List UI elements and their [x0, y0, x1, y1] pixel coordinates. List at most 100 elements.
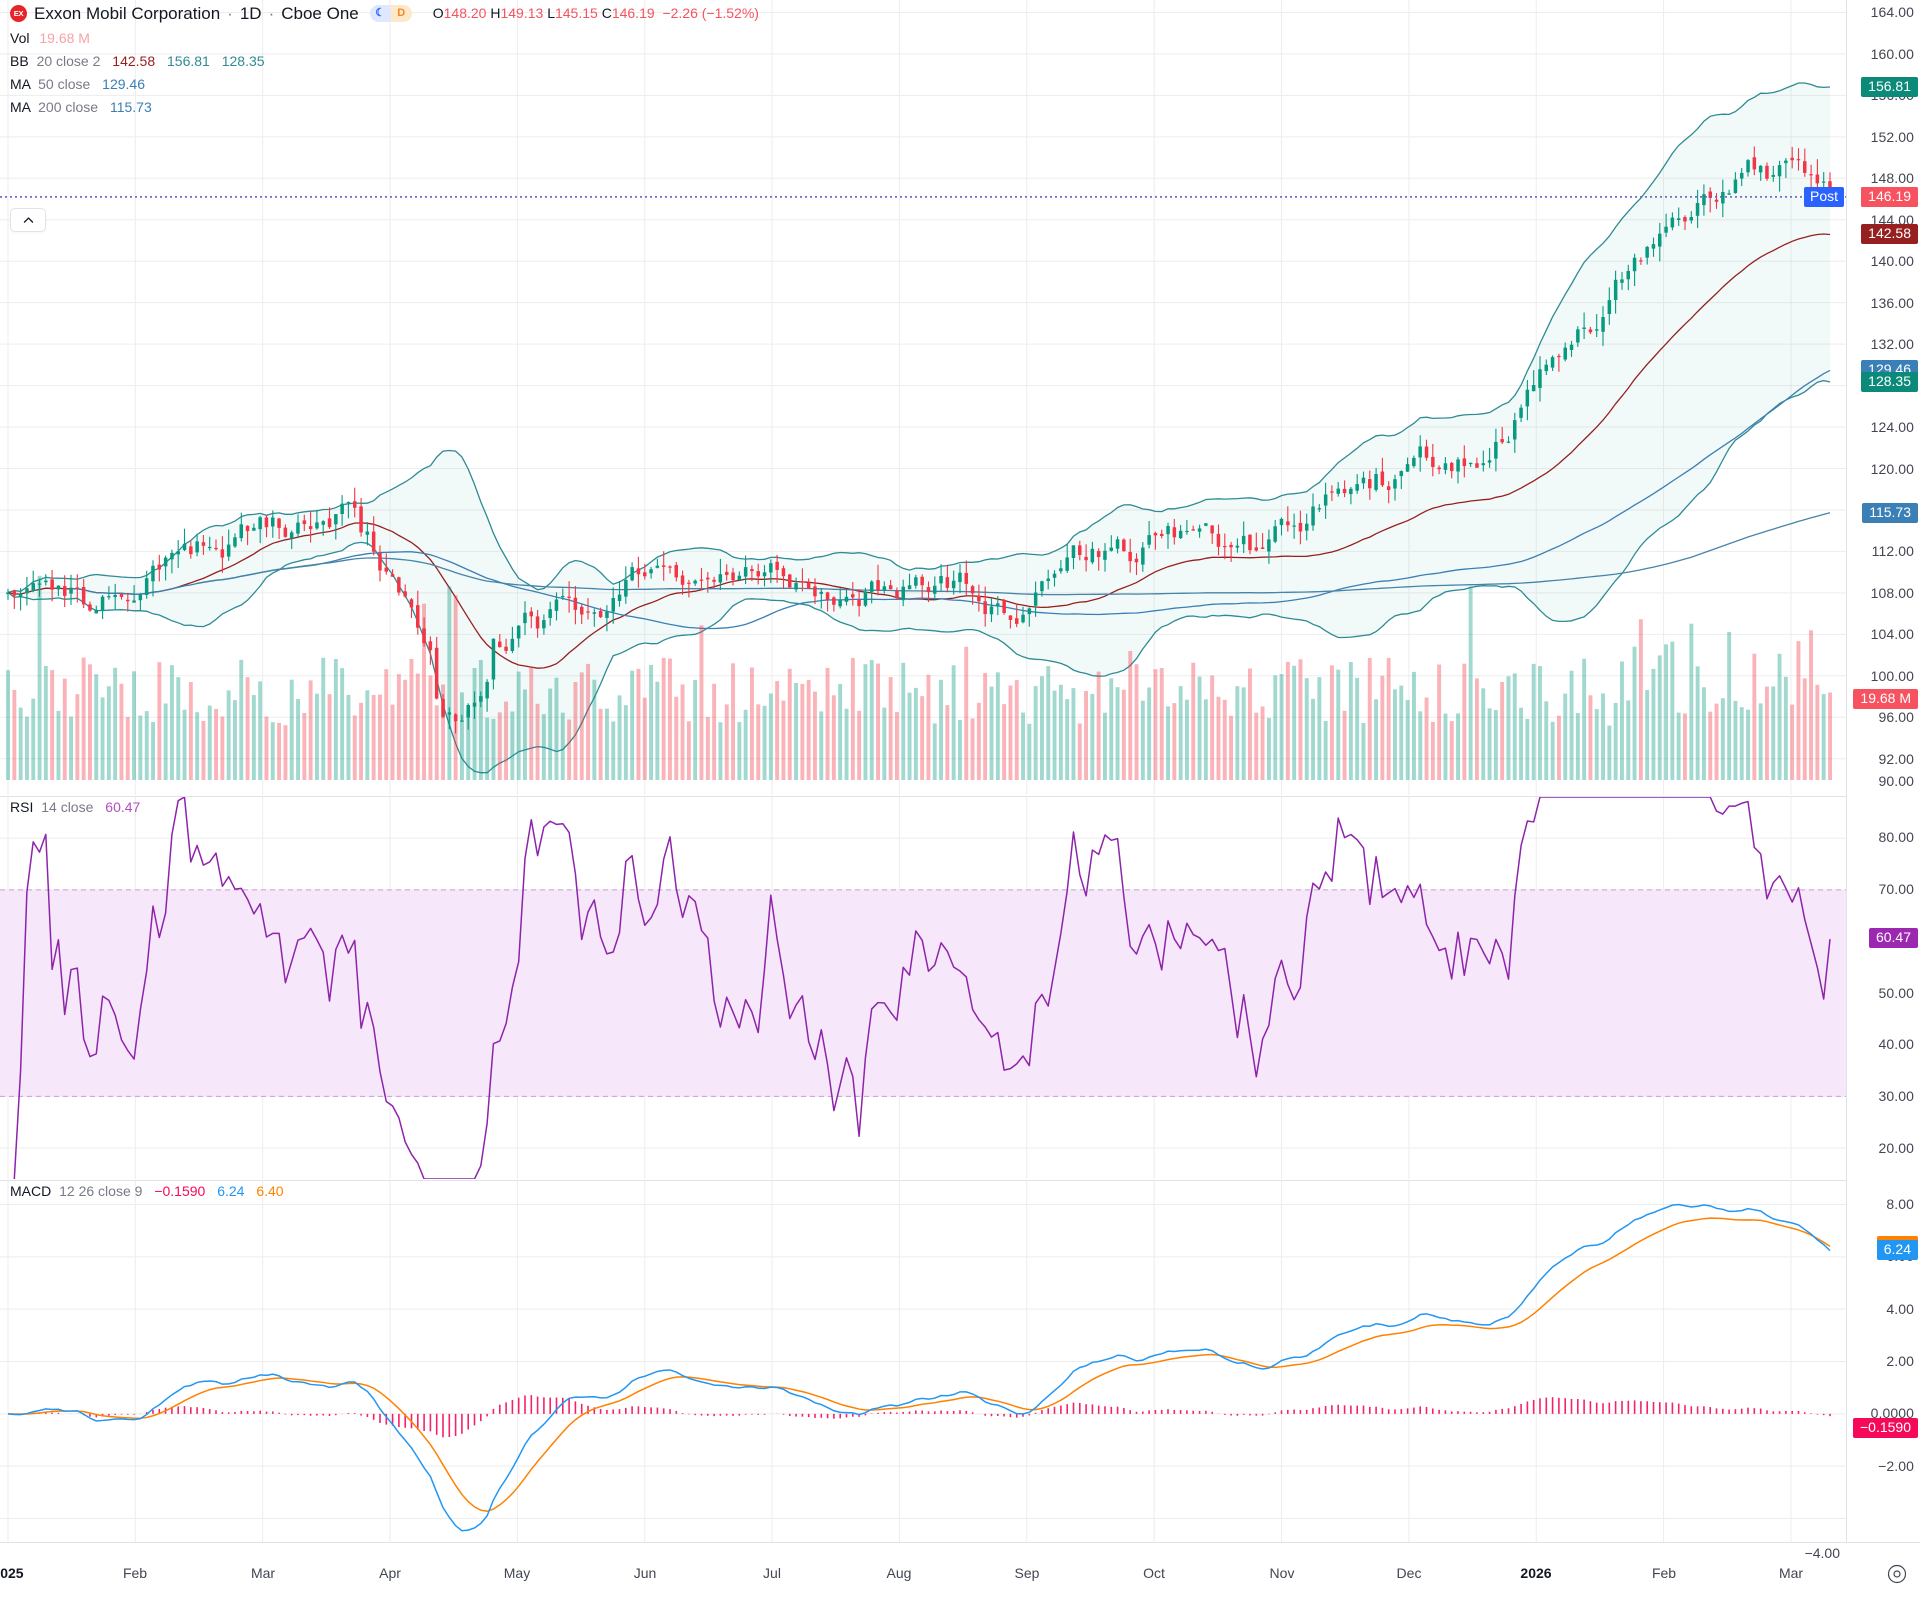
time-axis-tick: Sep	[1014, 1565, 1040, 1581]
price-axis-badge-last[interactable]: 146.19	[1861, 187, 1918, 208]
rsi-legend[interactable]: RSI 14 close 60.47	[10, 798, 140, 817]
price-pane[interactable]	[0, 0, 1846, 795]
price-axis-tick: 136.00	[1870, 294, 1914, 311]
open-label: O	[432, 5, 444, 21]
rsi-label: RSI	[10, 799, 34, 815]
session-pill[interactable]: ☾ D	[369, 5, 412, 22]
macd-axis-tick: 8.00	[1886, 1195, 1914, 1212]
rsi-params: 14 close	[41, 799, 94, 815]
time-axis-tick: May	[503, 1565, 531, 1581]
high-label: H	[490, 5, 501, 21]
price-axis-badge-ma200[interactable]: 115.73	[1862, 502, 1918, 523]
rsi-axis-tick: 40.00	[1878, 1036, 1914, 1053]
price-axis-tick: 144.00	[1870, 211, 1914, 228]
macd-axis-badge-hist[interactable]: −0.1590	[1853, 1417, 1918, 1438]
close-label: C	[601, 5, 612, 21]
bb-params: 20 close 2	[36, 53, 101, 69]
time-axis-tick: Mar	[1778, 1565, 1804, 1581]
volume-legend-row[interactable]: Vol 19.68 M	[10, 29, 759, 48]
price-axis-tick: 90.00	[1878, 773, 1914, 789]
change-value: −2.26 (−1.52%)	[662, 5, 759, 21]
time-axis-tick: Feb	[1651, 1565, 1677, 1581]
macd-axis-tick: 4.00	[1886, 1300, 1914, 1317]
symbol-sep2: ·	[268, 4, 275, 23]
rsi-axis-badge[interactable]: 60.47	[1868, 928, 1918, 949]
chart-settings-button[interactable]	[1886, 1563, 1908, 1585]
symbol-name[interactable]: Exxon Mobil Corporation	[34, 4, 221, 23]
price-axis-badge-bb-upper[interactable]: 156.81	[1861, 76, 1918, 97]
symbol-interval[interactable]: 1D	[239, 4, 262, 23]
symbol-sep1: ·	[227, 4, 233, 23]
macd-hist-value: −0.1590	[154, 1183, 206, 1199]
time-axis-tick: Oct	[1143, 1565, 1165, 1581]
price-axis[interactable]: 164.00160.00156.00152.00148.00144.00140.…	[1846, 0, 1920, 1600]
gear-icon	[1887, 1564, 1907, 1584]
volume-value: 19.68 M	[39, 30, 90, 46]
price-axis-tick: 140.00	[1870, 253, 1914, 270]
bb-legend-row[interactable]: BB 20 close 2 142.58 156.81 128.35	[10, 52, 759, 71]
macd-axis-tick: −2.00	[1878, 1457, 1914, 1474]
price-axis-tick: 104.00	[1870, 626, 1914, 643]
post-session-tag: Post	[1803, 186, 1844, 207]
close-value: 146.19	[611, 5, 655, 21]
price-axis-tick: 92.00	[1878, 750, 1914, 767]
macd-axis-badge-macd[interactable]: 6.24	[1876, 1239, 1918, 1260]
price-axis-tick: 108.00	[1870, 584, 1914, 601]
macd-axis-tick-last: −4.00	[1804, 1545, 1840, 1561]
ohlc-values: O148.20 H149.13 L145.15 C146.19 −2.26 (−…	[433, 4, 759, 23]
macd-legend[interactable]: MACD 12 26 close 9 −0.1590 6.24 6.40	[10, 1182, 284, 1201]
time-axis-tick: Dec	[1396, 1565, 1422, 1581]
ma200-params: 200 close	[38, 99, 99, 115]
price-axis-tick: 112.00	[1871, 543, 1914, 560]
price-axis-tick: 100.00	[1870, 667, 1914, 684]
time-axis-tick: Jun	[633, 1565, 657, 1581]
rsi-pane[interactable]	[0, 796, 1846, 1179]
price-axis-badge-bb-basis[interactable]: 142.58	[1861, 224, 1918, 245]
time-axis-tick: Apr	[379, 1565, 401, 1581]
bb-basis-value: 142.58	[112, 53, 156, 69]
rsi-axis-tick: 30.00	[1878, 1088, 1914, 1105]
time-axis[interactable]: 2025 Feb Mar Apr May Jun Jul Aug Sep Oct Nov Dec 202…	[0, 1542, 1920, 1600]
ma50-value: 129.46	[102, 76, 145, 92]
price-axis-tick: 120.00	[1870, 460, 1914, 477]
time-axis-tick: Jul	[763, 1565, 781, 1581]
price-axis-tick: 164.00	[1870, 4, 1914, 21]
rsi-axis-tick: 70.00	[1878, 881, 1914, 898]
price-axis-tick: 152.00	[1870, 128, 1914, 145]
symbol-exchange[interactable]: Cboe One	[281, 4, 359, 23]
symbol-logo-icon: EX	[10, 5, 27, 22]
rsi-axis-tick: 50.00	[1878, 984, 1914, 1001]
time-axis-tick: Feb	[122, 1565, 148, 1581]
price-axis-tick: 96.00	[1878, 709, 1914, 726]
ma50-label: MA	[10, 76, 31, 92]
low-value: 145.15	[554, 5, 598, 21]
volume-label: Vol	[10, 30, 30, 46]
ma200-legend-row[interactable]: MA 200 close 115.73	[10, 98, 759, 117]
macd-axis-tick: 2.00	[1886, 1353, 1914, 1369]
symbol-row[interactable]: EX Exxon Mobil Corporation · 1D · Cboe O…	[10, 4, 759, 23]
collapse-legend-button[interactable]	[10, 208, 46, 232]
macd-line-value: 6.24	[217, 1183, 245, 1199]
bb-label: BB	[10, 53, 29, 69]
price-legend: EX Exxon Mobil Corporation · 1D · Cboe O…	[10, 4, 759, 121]
low-label: L	[547, 5, 555, 21]
price-axis-tick: 148.00	[1870, 170, 1914, 187]
ma200-label: MA	[10, 99, 31, 115]
time-axis-tick: Nov	[1269, 1565, 1295, 1581]
price-axis-tick: 132.00	[1870, 336, 1914, 353]
rsi-axis-tick: 80.00	[1878, 829, 1914, 846]
session-d-icon: D	[390, 5, 412, 22]
moon-icon: ☾	[369, 5, 391, 22]
ma50-params: 50 close	[38, 76, 91, 92]
macd-label: MACD	[10, 1183, 52, 1199]
high-value: 149.13	[500, 5, 544, 21]
price-axis-tick: 160.00	[1870, 45, 1914, 62]
ma50-legend-row[interactable]: MA 50 close 129.46	[10, 75, 759, 94]
price-axis-badge-bb-lower[interactable]: 128.35	[1861, 371, 1918, 392]
macd-pane[interactable]	[0, 1180, 1846, 1542]
macd-params: 12 26 close 9	[59, 1183, 143, 1199]
macd-axis-tick: 0.0000	[1870, 1405, 1914, 1422]
price-axis-badge-volume[interactable]: 19.68 M	[1853, 689, 1918, 709]
open-value: 148.20	[443, 5, 487, 21]
bb-lower-value: 128.35	[221, 53, 265, 69]
